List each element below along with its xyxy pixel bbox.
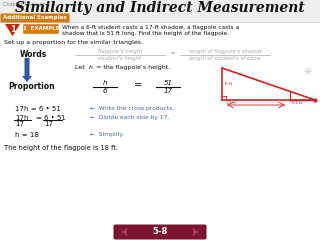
Text: student’s height: student’s height xyxy=(99,56,141,61)
Text: =: = xyxy=(35,115,41,121)
Text: Chapter 1 Lesson 1-8: Chapter 1 Lesson 1-8 xyxy=(3,2,55,7)
FancyBboxPatch shape xyxy=(0,0,320,22)
Text: 17: 17 xyxy=(44,121,53,127)
Text: Additional Examples: Additional Examples xyxy=(3,16,67,20)
Text: ✳: ✳ xyxy=(303,66,313,78)
Text: Set up a proportion for the similar triangles.: Set up a proportion for the similar tria… xyxy=(4,40,143,45)
Text: length of flagpole’s shadow: length of flagpole’s shadow xyxy=(188,49,261,54)
Polygon shape xyxy=(121,228,127,236)
Polygon shape xyxy=(193,228,199,236)
Text: 5-8: 5-8 xyxy=(152,228,168,236)
Text: 17h = 6 • 51: 17h = 6 • 51 xyxy=(15,106,61,112)
Text: =: = xyxy=(134,80,142,90)
Text: length of student’s shadow: length of student’s shadow xyxy=(189,56,261,61)
Text: h: h xyxy=(103,80,107,86)
Polygon shape xyxy=(5,24,20,36)
Text: ←  Simplify.: ← Simplify. xyxy=(90,132,124,137)
Text: ←  Divide each side by 17.: ← Divide each side by 17. xyxy=(90,115,169,120)
Text: 6 • 51: 6 • 51 xyxy=(44,115,66,121)
Text: 17: 17 xyxy=(164,88,172,94)
FancyBboxPatch shape xyxy=(23,24,59,34)
Text: ←  Write the cross products.: ← Write the cross products. xyxy=(90,106,174,111)
Text: flagpole’s height: flagpole’s height xyxy=(98,49,142,54)
Text: 6: 6 xyxy=(103,88,107,94)
Text: OBJECTIVE: OBJECTIVE xyxy=(2,19,23,23)
Text: The height of the flagpole is 18 ft.: The height of the flagpole is 18 ft. xyxy=(4,145,118,151)
Text: Similarity and Indirect Measurement: Similarity and Indirect Measurement xyxy=(15,1,305,15)
Text: Let: Let xyxy=(75,65,87,70)
FancyBboxPatch shape xyxy=(1,13,69,23)
Text: 51: 51 xyxy=(164,80,172,86)
Text: Words: Words xyxy=(20,50,47,59)
Text: shadow that is 51 ft long. Find the height of the flagpole.: shadow that is 51 ft long. Find the heig… xyxy=(62,31,229,36)
Text: 6 ft: 6 ft xyxy=(225,82,232,86)
Text: = the flagpole’s height.: = the flagpole’s height. xyxy=(94,65,170,70)
Text: h = 18: h = 18 xyxy=(15,132,39,138)
FancyBboxPatch shape xyxy=(114,224,206,240)
Text: 1: 1 xyxy=(10,24,15,34)
Text: Proportion: Proportion xyxy=(8,82,55,91)
Text: 1  EXAMPLE: 1 EXAMPLE xyxy=(23,26,59,31)
Text: 51 ft: 51 ft xyxy=(292,101,302,105)
Text: =: = xyxy=(169,50,175,56)
Text: 17: 17 xyxy=(15,121,24,127)
Text: When a 6-ft student casts a 17-ft shadow, a flagpole casts a: When a 6-ft student casts a 17-ft shadow… xyxy=(62,25,239,30)
Text: 17h: 17h xyxy=(15,115,28,121)
Text: 17 ft: 17 ft xyxy=(226,101,236,105)
Text: h: h xyxy=(89,65,93,70)
FancyArrow shape xyxy=(22,58,32,82)
